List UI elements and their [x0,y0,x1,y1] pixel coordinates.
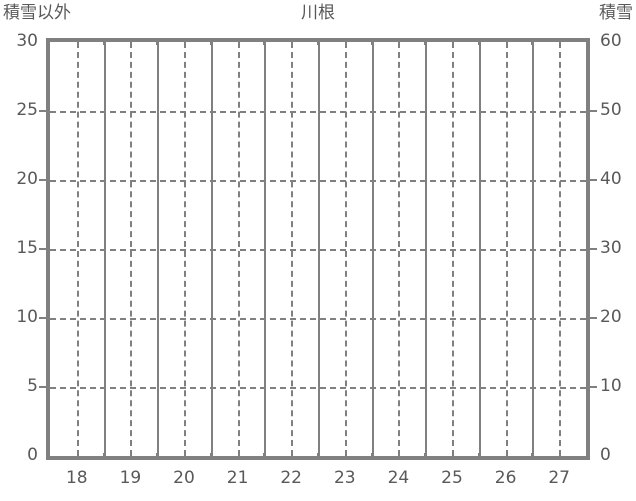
y-gridline [50,318,586,320]
left-axis-tick-label: 0 [27,445,38,465]
left-axis-tick-label: 25 [16,100,38,120]
x-axis-tick-label: 21 [226,468,249,488]
x-axis-tick [156,453,159,460]
left-axis-tick [39,317,46,319]
right-axis-tick [590,179,597,181]
x-axis-tick [531,38,534,45]
left-axis-tick [39,248,46,250]
y-gridline [50,180,586,182]
x-axis-tick [102,453,105,460]
left-axis-tick-label: 20 [16,169,38,189]
right-axis-tick-label: 30 [600,238,622,258]
right-axis-tick [590,248,597,250]
y-gridline [50,249,586,251]
x-axis-tick [102,38,105,45]
left-axis-tick [39,386,46,388]
x-axis-tick-label: 19 [119,468,142,488]
right-axis-title: 積雪 [599,3,633,23]
x-axis-tick [424,453,427,460]
x-axis-tick-label: 26 [494,468,517,488]
x-axis-tick [424,38,427,45]
x-axis-tick [477,453,480,460]
right-axis-tick-label: 60 [600,31,622,51]
plot-area [46,38,590,460]
x-axis-tick-label: 22 [280,468,303,488]
x-axis-tick [263,453,266,460]
x-axis-tick-label: 24 [387,468,410,488]
right-axis-tick [590,317,597,319]
right-axis-tick-label: 50 [600,100,622,120]
x-axis-tick-label: 23 [333,468,356,488]
x-axis-tick-label: 25 [441,468,463,488]
x-axis-tick [209,453,212,460]
x-axis-tick [477,38,480,45]
left-axis-title: 積雪以外 [3,3,71,23]
x-axis-tick [370,453,373,460]
left-axis-tick [39,179,46,181]
left-axis-tick-label: 10 [16,307,38,327]
x-axis-tick-label: 27 [548,468,571,488]
left-axis-tick-label: 30 [16,31,38,51]
x-axis-tick-label: 20 [173,468,195,488]
plot-gridlines-layer [50,42,586,456]
x-axis-tick [263,38,266,45]
right-axis-tick-label: 10 [600,376,622,396]
x-axis-tick [317,38,319,45]
y-gridline [50,387,586,389]
x-axis-tick [531,453,534,460]
x-axis-tick [370,38,373,45]
y-gridline [50,111,586,113]
right-axis-tick-label: 0 [600,445,611,465]
right-axis-tick-label: 20 [600,307,622,327]
chart-title: 川根 [301,3,335,23]
left-axis-tick-label: 15 [16,238,38,258]
right-axis-tick [590,386,597,388]
right-axis-tick-label: 40 [600,169,622,189]
right-axis-tick [590,110,597,112]
x-axis-tick [209,38,212,45]
x-axis-tick [156,38,159,45]
x-axis-tick-label: 18 [65,468,88,488]
left-axis-tick-label: 5 [27,376,38,396]
x-axis-tick [317,453,319,460]
left-axis-tick [39,110,46,112]
